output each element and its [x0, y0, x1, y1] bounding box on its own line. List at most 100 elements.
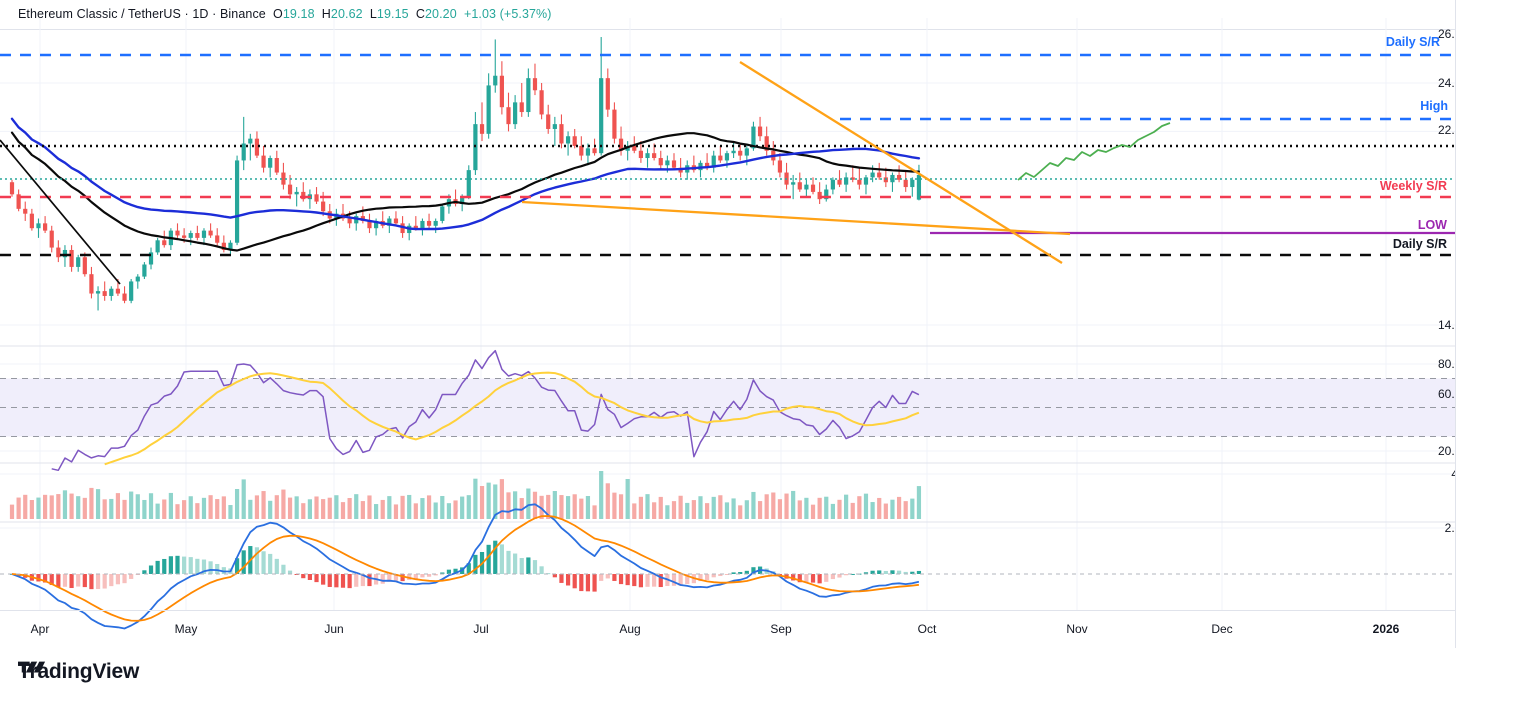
volume-bar [182, 500, 187, 519]
candle-body [837, 179, 842, 185]
volume-bar [585, 496, 591, 519]
volume-bar [347, 498, 352, 519]
volume-bar [486, 482, 491, 519]
volume-bar [82, 497, 87, 519]
candle-body [486, 85, 491, 134]
macd-histogram-bar [658, 574, 663, 588]
candle-body [731, 150, 736, 154]
macd-histogram-bar [334, 574, 339, 588]
macd-histogram-bar [685, 574, 690, 585]
candle-body [738, 150, 743, 156]
volume-bar [440, 495, 445, 519]
volume-bar [479, 486, 485, 519]
candle-body [221, 242, 226, 250]
volume-bar [287, 497, 293, 519]
time-tick-jun[interactable]: Jun [324, 622, 344, 636]
macd-histogram-bar [605, 574, 610, 579]
candle-body [254, 138, 260, 156]
macd-histogram-bar [155, 560, 160, 574]
interval-label[interactable]: 1D [192, 7, 209, 21]
macd-histogram-bar [705, 574, 710, 581]
candle-body [188, 233, 193, 238]
macd-histogram-bar [115, 574, 121, 585]
macd-histogram-bar [791, 574, 796, 581]
volume-bar [791, 490, 796, 519]
macd-histogram-bar [354, 574, 359, 587]
change-value: +1.03 [463, 7, 497, 21]
time-tick-sep[interactable]: Sep [770, 622, 792, 636]
candle-body [393, 218, 399, 224]
volume-bar [115, 493, 121, 519]
low-label: LOW [1417, 218, 1447, 232]
time-tick-jul[interactable]: Jul [473, 622, 489, 636]
candle-body [367, 220, 372, 229]
macd-histogram-bar [652, 574, 657, 587]
volume-bar [360, 501, 365, 519]
volume-bar [334, 495, 339, 519]
tradingview-mark-icon [18, 661, 46, 673]
candle-body [433, 220, 438, 226]
candle-body [652, 153, 657, 159]
exchange-label[interactable]: Binance [219, 7, 266, 21]
volume-bar [16, 497, 21, 519]
volume-bar [228, 505, 233, 519]
time-tick-nov[interactable]: Nov [1066, 622, 1088, 636]
macd-histogram-bar [420, 574, 425, 578]
macd-histogram-bar [274, 558, 279, 574]
volume-bar [546, 494, 551, 519]
volume-bar [162, 499, 167, 519]
macd-histogram-bar [618, 574, 624, 585]
macd-histogram-bar [539, 566, 544, 574]
candle-body [612, 109, 617, 139]
macd-histogram-bar [380, 574, 385, 584]
volume-bar [327, 497, 332, 519]
macd-histogram-bar [122, 574, 127, 584]
macd-histogram-bar [526, 557, 531, 574]
volume-bar [314, 496, 319, 519]
candle-body [142, 264, 147, 277]
macd-histogram-bar [340, 574, 346, 588]
volume-bar [665, 505, 670, 519]
macd-histogram-bar [671, 574, 677, 586]
candle-body [62, 249, 68, 258]
candle-body [426, 220, 432, 226]
candle-body [824, 189, 829, 200]
time-tick-dec[interactable]: Dec [1211, 622, 1233, 636]
volume-bar [446, 503, 452, 519]
candle-body [208, 230, 213, 236]
volume-bar [135, 494, 140, 519]
time-tick-aug[interactable]: Aug [619, 622, 641, 636]
macd-histogram-bar [43, 574, 48, 583]
time-tick-2026[interactable]: 2026 [1372, 622, 1400, 636]
candle-body [129, 281, 134, 301]
tradingview-wordmark: TradingView [18, 660, 140, 683]
candle-body [155, 240, 160, 253]
volume-bar [69, 493, 74, 519]
macd-histogram-bar [552, 574, 557, 578]
volume-bar [731, 498, 736, 519]
candle-body [9, 182, 15, 195]
macd-histogram-bar [599, 574, 604, 581]
candle-body [711, 155, 716, 168]
candle-body [115, 288, 121, 294]
volume-bar [142, 499, 147, 519]
candle-body [248, 138, 253, 144]
volume-bar [877, 497, 882, 519]
symbol-name[interactable]: Ethereum Classic / TetherUS [18, 7, 181, 21]
weekly-sr-label: Weekly S/R [1379, 179, 1447, 193]
candle-body [162, 240, 167, 246]
time-tick-may[interactable]: May [174, 622, 198, 636]
time-tick-apr[interactable]: Apr [30, 622, 50, 636]
time-axis[interactable]: Apr May Jun Jul Aug Sep Oct Nov Dec 2026 [0, 610, 1455, 649]
volume-bar [400, 495, 405, 519]
volume-bar [473, 478, 478, 519]
rsi-line [51, 349, 920, 472]
macd-histogram-bar [883, 570, 888, 574]
price-scale-column[interactable] [1455, 0, 1536, 648]
macd-histogram-bar [830, 574, 835, 580]
time-tick-oct[interactable]: Oct [917, 622, 937, 636]
macd-histogram-bar [49, 574, 54, 585]
daily-sr-upper-label: Daily S/R [1385, 35, 1440, 49]
chart-legend[interactable]: Ethereum Classic / TetherUS · 1D · Binan… [18, 7, 552, 21]
macd-histogram-bar [645, 574, 650, 587]
